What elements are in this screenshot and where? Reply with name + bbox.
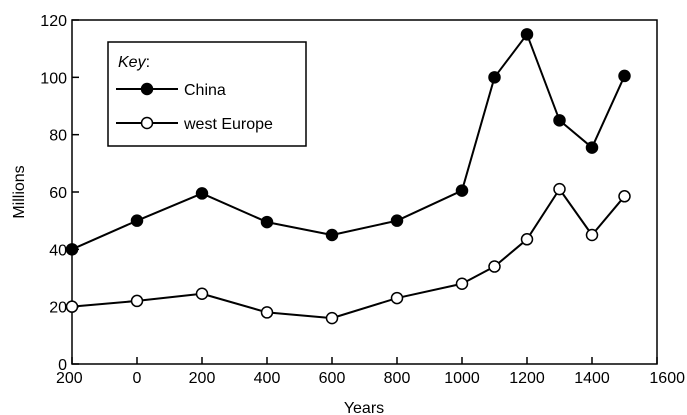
x-tick-label: 1600 (649, 370, 685, 387)
data-point-west-europe (455, 277, 469, 290)
data-point-china (130, 214, 144, 227)
data-point-china (390, 214, 404, 227)
data-point-china (488, 71, 501, 84)
x-tick-label: 1000 (444, 370, 480, 387)
legend-west-europe-marker (140, 116, 154, 130)
data-point-china (195, 187, 209, 200)
data-point-west-europe (585, 228, 599, 242)
y-axis-ticks: 0 20 40 60 80 100 120 (40, 13, 79, 374)
y-tick-label: 0 (58, 357, 67, 374)
data-point-west-europe (65, 300, 79, 313)
data-point-west-europe (195, 287, 209, 301)
legend-title-key: Key (118, 54, 147, 71)
x-tick-label: 400 (254, 370, 281, 387)
data-point-china (455, 184, 469, 197)
data-point-china (260, 215, 274, 229)
x-tick-label: 1200 (509, 370, 545, 387)
legend: Key: China west Europe (107, 41, 307, 147)
legend-china-marker (140, 82, 154, 96)
data-point-west-europe (325, 311, 339, 325)
y-tick-label: 100 (40, 70, 67, 87)
data-point-west-europe (130, 294, 144, 308)
y-tick-label: 120 (40, 13, 67, 30)
legend-west-europe-label: west Europe (183, 116, 273, 133)
x-tick-label: 200 (189, 370, 216, 387)
data-point-west-europe (260, 306, 274, 319)
legend-box (107, 41, 307, 147)
legend-china-label: China (184, 82, 226, 99)
y-axis-title: Millions (11, 165, 28, 218)
series-line-china (71, 33, 626, 251)
series-layer (65, 28, 631, 325)
x-tick-label: 200 (56, 370, 83, 387)
x-tick-label: 800 (384, 370, 411, 387)
x-tick-label: 0 (133, 370, 142, 387)
data-point-china (325, 228, 339, 242)
data-point-china (520, 28, 534, 41)
y-tick-label: 40 (49, 242, 67, 259)
legend-title: Key: (118, 54, 150, 71)
legend-title-colon: : (146, 54, 150, 71)
data-point-west-europe (553, 182, 566, 196)
data-point-china (585, 141, 599, 154)
data-point-west-europe (390, 291, 404, 305)
y-tick-label: 20 (49, 300, 67, 317)
data-point-west-europe (618, 190, 631, 203)
data-point-west-europe (488, 260, 501, 273)
data-point-west-europe (520, 233, 534, 246)
data-point-china (65, 243, 79, 256)
y-tick-label: 80 (49, 128, 67, 145)
y-tick-label: 60 (49, 185, 67, 202)
x-axis-ticks: 200 0 200 400 600 800 1000 1200 1400 1600 (56, 357, 685, 387)
data-point-china (618, 69, 631, 83)
x-tick-label: 1400 (574, 370, 610, 387)
x-axis-title: Years (344, 400, 384, 415)
data-point-china (553, 114, 566, 127)
series-line-west-europe (71, 188, 626, 320)
x-tick-label: 600 (319, 370, 346, 387)
